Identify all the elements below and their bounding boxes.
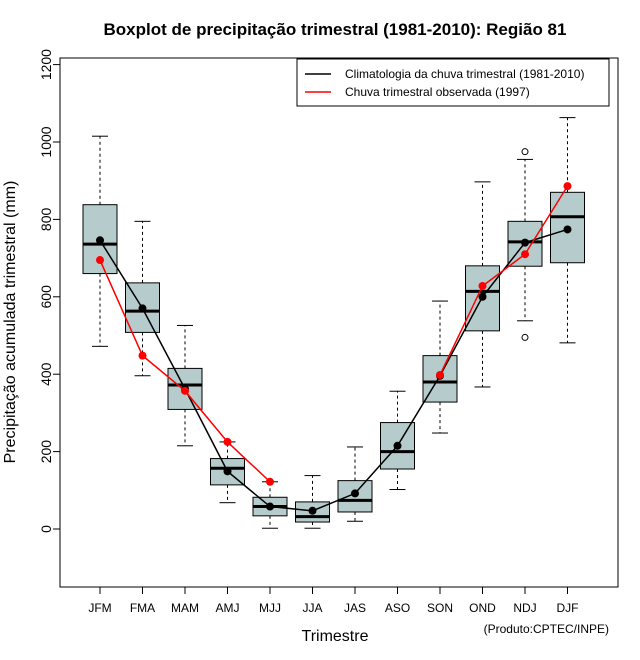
y-tick-label: 0 <box>38 525 54 533</box>
x-tick-label: MAM <box>171 601 199 615</box>
x-tick-label: ASO <box>385 601 410 615</box>
x-tick-label: MJJ <box>259 601 281 615</box>
series-point-observed <box>223 437 232 446</box>
series-layer <box>96 182 572 515</box>
series-point-climatology <box>563 225 572 234</box>
y-tick-label: 400 <box>38 362 54 386</box>
series-point-observed <box>521 250 529 259</box>
outlier-point <box>521 148 529 156</box>
series-point-climatology <box>223 467 232 476</box>
series-climatology <box>96 225 572 515</box>
series-point-climatology <box>351 489 359 498</box>
series-point-observed <box>436 370 444 379</box>
plot-frame <box>59 57 619 588</box>
series-line-climatology <box>99 228 568 512</box>
chart-title: Boxplot de precipitação trimestral (1981… <box>104 20 567 39</box>
x-tick-label: AMJ <box>216 601 240 615</box>
series-point-observed <box>478 281 487 290</box>
x-tick-label: SON <box>427 601 453 615</box>
box-JAS <box>337 446 373 522</box>
series-point-observed <box>96 256 104 265</box>
legend-label-climatology: Climatologia da chuva trimestral (1981-2… <box>345 67 584 81</box>
box-JJA <box>295 475 330 529</box>
y-axis-label: Precipitação acumulada trimestral (mm) <box>2 181 19 464</box>
boxes-layer <box>82 117 585 529</box>
x-tick-label: NDJ <box>513 601 536 615</box>
box-SON <box>422 300 458 434</box>
series-point-observed <box>266 477 274 486</box>
series-point-climatology <box>478 292 487 301</box>
outlier-point <box>521 333 529 341</box>
x-tick-label: JFM <box>88 601 111 615</box>
x-axis-label: Trimestre <box>302 628 369 645</box>
series-point-observed <box>563 182 572 191</box>
x-tick-label: DJF <box>557 601 579 615</box>
x-tick-label: JAS <box>344 601 366 615</box>
y-axis: 0 200 400 600 800 1000 1200 <box>38 49 60 533</box>
x-axis: JFM FMA MAM AMJ MJJ JJA JAS ASO SON OND NDJ DJF <box>88 587 579 615</box>
y-tick-label: 600 <box>38 285 54 309</box>
series-point-climatology <box>308 506 317 515</box>
series-point-climatology <box>393 441 402 450</box>
series-point-climatology <box>521 238 529 247</box>
x-tick-label: JJA <box>302 601 322 615</box>
y-tick-label: 1000 <box>38 126 54 157</box>
series-observed <box>96 182 572 486</box>
y-tick-label: 200 <box>38 440 54 464</box>
credit-text: (Produto:CPTEC/INPE) <box>484 622 609 636</box>
series-point-climatology <box>96 236 104 245</box>
series-point-climatology <box>266 502 274 511</box>
y-tick-label: 1200 <box>38 49 54 80</box>
series-point-observed <box>138 351 147 360</box>
legend-label-observed: Chuva trimestral observada (1997) <box>345 85 530 99</box>
legend-box <box>296 58 610 107</box>
series-point-climatology <box>138 304 147 313</box>
x-tick-label: OND <box>469 601 496 615</box>
series-line-observed <box>439 185 569 376</box>
legend: Climatologia da chuva trimestral (1981-2… <box>296 58 610 107</box>
y-tick-label: 800 <box>38 208 54 232</box>
x-tick-label: FMA <box>130 601 155 615</box>
series-point-observed <box>181 386 189 395</box>
box-ASO <box>380 390 415 491</box>
